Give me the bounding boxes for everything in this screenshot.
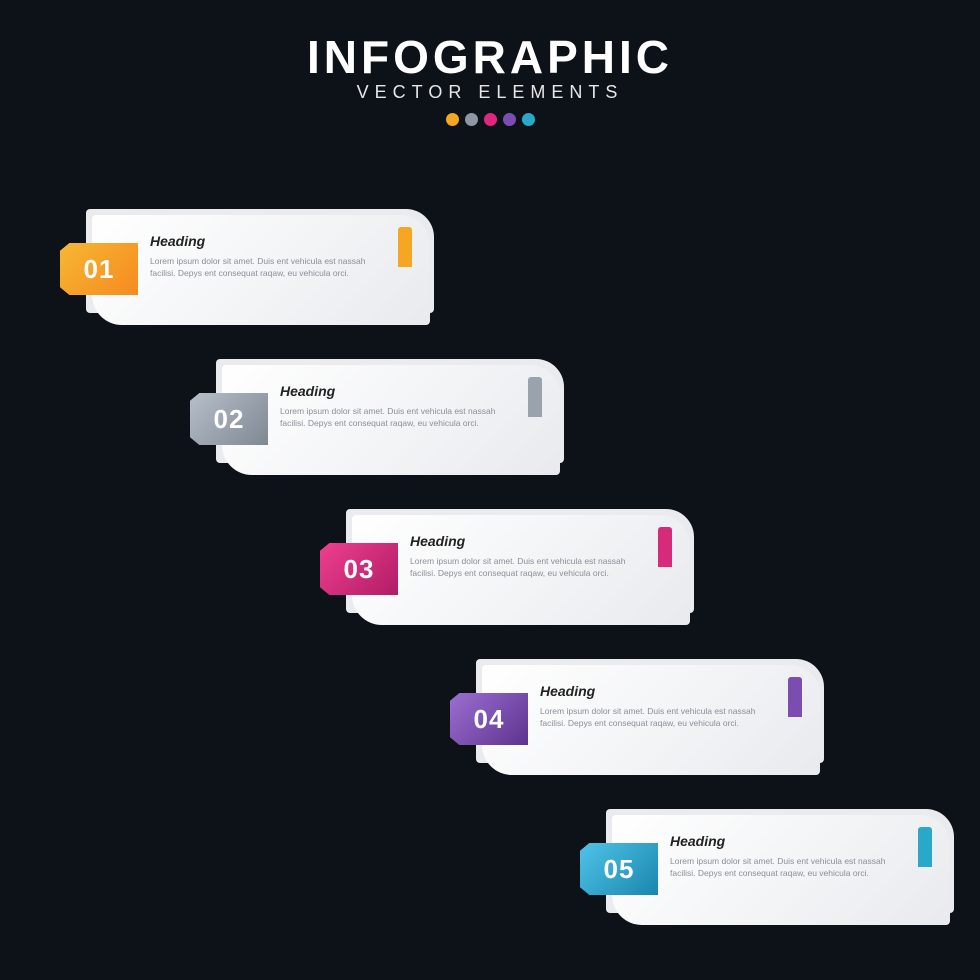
step-05: Heading Lorem ipsum dolor sit amet. Duis … <box>580 815 950 925</box>
palette-dot-1 <box>446 113 459 126</box>
step-notch <box>398 227 412 267</box>
palette-dot-4 <box>503 113 516 126</box>
step-card: Heading Lorem ipsum dolor sit amet. Duis … <box>352 515 690 625</box>
step-03: Heading Lorem ipsum dolor sit amet. Duis … <box>320 515 690 625</box>
step-number-badge: 04 <box>450 693 528 745</box>
step-02: Heading Lorem ipsum dolor sit amet. Duis … <box>190 365 560 475</box>
step-number-badge: 05 <box>580 843 658 895</box>
palette-dot-5 <box>522 113 535 126</box>
step-heading: Heading <box>410 533 650 549</box>
step-number-badge: 02 <box>190 393 268 445</box>
step-number-badge: 03 <box>320 543 398 595</box>
step-body: Lorem ipsum dolor sit amet. Duis ent veh… <box>540 705 780 730</box>
page-subtitle: VECTOR ELEMENTS <box>0 82 980 103</box>
step-notch <box>918 827 932 867</box>
page-title: INFOGRAPHIC <box>0 30 980 84</box>
step-notch <box>528 377 542 417</box>
step-body: Lorem ipsum dolor sit amet. Duis ent veh… <box>410 555 650 580</box>
step-body: Lorem ipsum dolor sit amet. Duis ent veh… <box>670 855 910 880</box>
step-number-badge: 01 <box>60 243 138 295</box>
step-body: Lorem ipsum dolor sit amet. Duis ent veh… <box>150 255 390 280</box>
step-heading: Heading <box>280 383 520 399</box>
palette-dots <box>0 113 980 126</box>
step-card: Heading Lorem ipsum dolor sit amet. Duis … <box>222 365 560 475</box>
step-body: Lorem ipsum dolor sit amet. Duis ent veh… <box>280 405 520 430</box>
step-heading: Heading <box>540 683 780 699</box>
step-notch <box>658 527 672 567</box>
step-04: Heading Lorem ipsum dolor sit amet. Duis … <box>450 665 820 775</box>
header: INFOGRAPHIC VECTOR ELEMENTS <box>0 30 980 126</box>
palette-dot-3 <box>484 113 497 126</box>
step-card: Heading Lorem ipsum dolor sit amet. Duis … <box>92 215 430 325</box>
step-card: Heading Lorem ipsum dolor sit amet. Duis … <box>612 815 950 925</box>
step-heading: Heading <box>150 233 390 249</box>
step-heading: Heading <box>670 833 910 849</box>
palette-dot-2 <box>465 113 478 126</box>
step-card: Heading Lorem ipsum dolor sit amet. Duis … <box>482 665 820 775</box>
step-notch <box>788 677 802 717</box>
step-01: Heading Lorem ipsum dolor sit amet. Duis … <box>60 215 430 325</box>
